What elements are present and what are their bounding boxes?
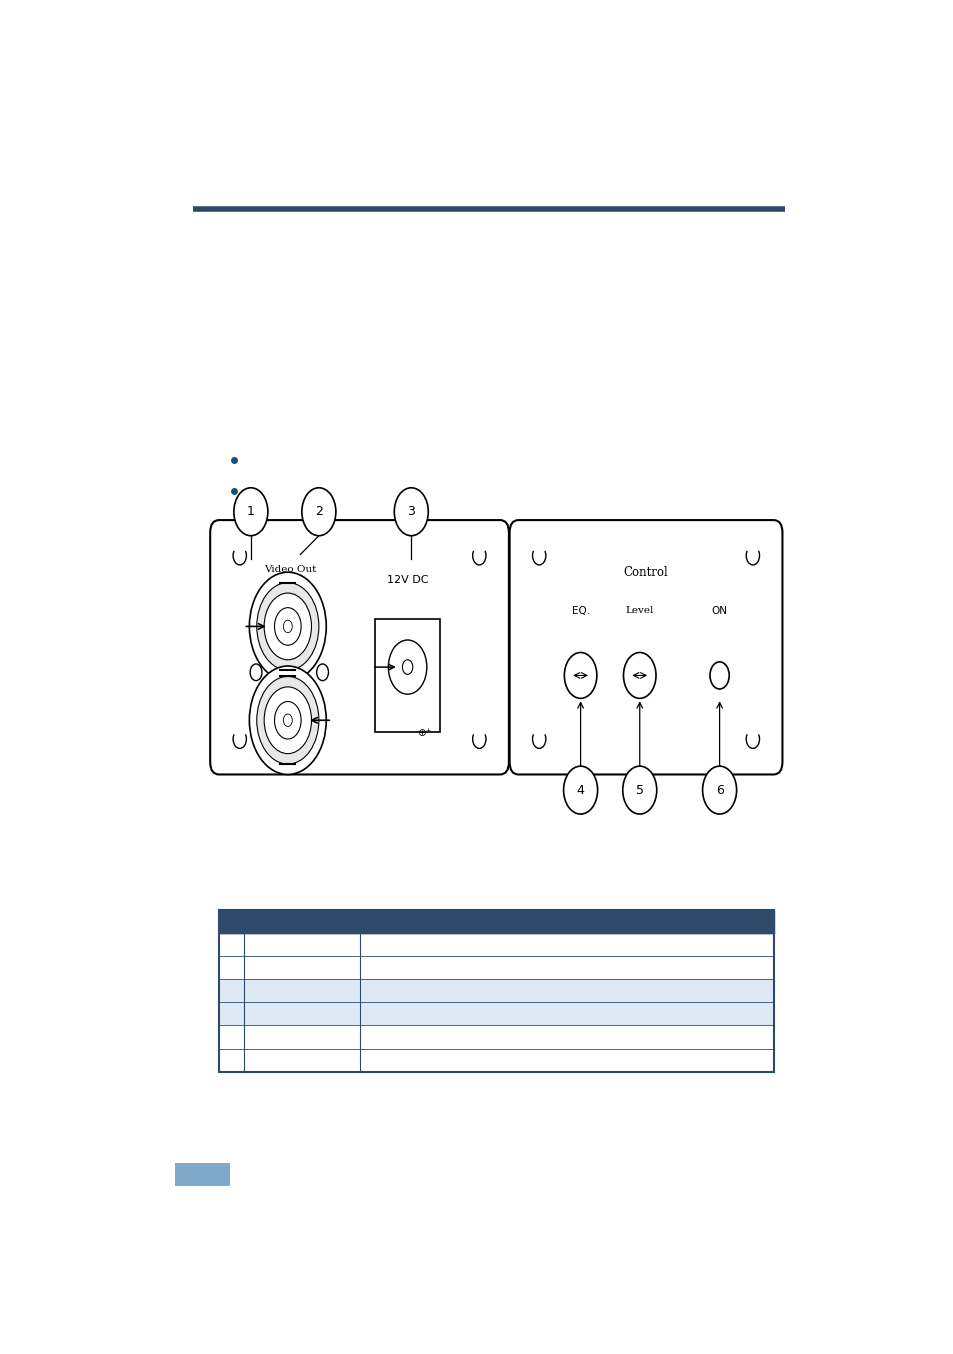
Bar	[219, 1048, 773, 1071]
Circle shape	[233, 546, 246, 565]
Bar	[219, 1002, 773, 1025]
Circle shape	[745, 730, 759, 749]
Circle shape	[709, 662, 728, 689]
Text: 6: 6	[715, 784, 722, 796]
Circle shape	[402, 659, 413, 674]
Circle shape	[301, 487, 335, 536]
Bar	[219, 979, 773, 1002]
Text: ON: ON	[711, 605, 727, 616]
Circle shape	[256, 677, 318, 764]
Circle shape	[274, 608, 301, 646]
Bar	[174, 1163, 230, 1186]
Circle shape	[256, 582, 318, 670]
Circle shape	[233, 487, 268, 536]
Text: Video In: Video In	[266, 723, 310, 733]
Bar	[219, 956, 773, 979]
Circle shape	[274, 701, 301, 739]
Circle shape	[472, 546, 485, 565]
Bar	[219, 933, 773, 956]
Circle shape	[249, 573, 326, 681]
Circle shape	[283, 714, 292, 727]
Circle shape	[563, 766, 597, 814]
Circle shape	[622, 766, 656, 814]
Circle shape	[564, 653, 597, 699]
Text: 1: 1	[247, 505, 254, 519]
Text: Level: Level	[625, 607, 653, 615]
Text: 5: 5	[635, 784, 643, 796]
Bar	[219, 910, 773, 933]
Circle shape	[249, 666, 326, 774]
Text: Video Out: Video Out	[264, 565, 316, 574]
Bar	[219, 910, 773, 1071]
Text: 12V DC: 12V DC	[386, 574, 428, 585]
Text: Control: Control	[623, 566, 668, 578]
Circle shape	[233, 730, 246, 749]
Circle shape	[388, 640, 426, 695]
Text: EQ.: EQ.	[571, 605, 589, 616]
Circle shape	[532, 730, 545, 749]
Circle shape	[745, 546, 759, 565]
Text: 4: 4	[576, 784, 584, 796]
Circle shape	[623, 653, 656, 699]
Text: 2: 2	[314, 505, 322, 519]
FancyBboxPatch shape	[375, 619, 439, 731]
Text: ⊕⁺: ⊕⁺	[416, 728, 431, 738]
Circle shape	[250, 663, 262, 681]
Circle shape	[264, 593, 311, 659]
FancyBboxPatch shape	[509, 520, 781, 774]
Bar	[219, 1025, 773, 1048]
Circle shape	[472, 730, 485, 749]
Circle shape	[264, 686, 311, 754]
FancyBboxPatch shape	[210, 520, 508, 774]
Circle shape	[394, 487, 428, 536]
Text: 3: 3	[407, 505, 415, 519]
Circle shape	[316, 663, 328, 681]
Circle shape	[283, 620, 292, 632]
Circle shape	[701, 766, 736, 814]
Circle shape	[532, 546, 545, 565]
